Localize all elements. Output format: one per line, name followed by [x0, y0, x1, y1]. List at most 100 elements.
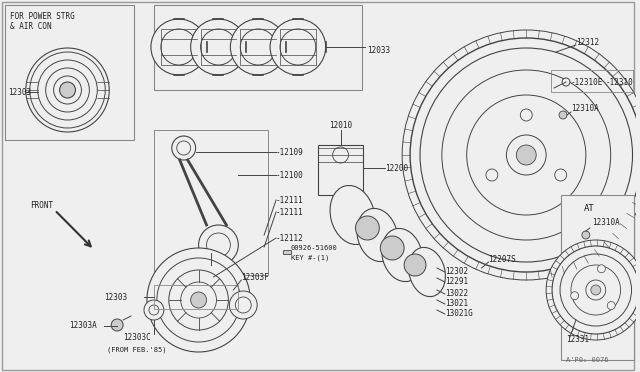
- Text: 12303A: 12303A: [70, 321, 97, 330]
- Text: 12010: 12010: [329, 121, 352, 129]
- Bar: [240, 29, 276, 65]
- Circle shape: [506, 135, 546, 175]
- Circle shape: [582, 231, 590, 239]
- Bar: [551, 70, 632, 92]
- Circle shape: [270, 19, 326, 75]
- Circle shape: [546, 240, 640, 340]
- Text: FRONT: FRONT: [30, 201, 53, 209]
- Bar: [561, 195, 634, 360]
- Text: 12303C: 12303C: [123, 334, 151, 343]
- Text: KEY #-(1): KEY #-(1): [291, 255, 329, 261]
- Circle shape: [607, 302, 615, 310]
- Circle shape: [410, 38, 640, 272]
- Text: 12200: 12200: [385, 164, 408, 173]
- Circle shape: [172, 136, 196, 160]
- Text: 12033: 12033: [367, 45, 390, 55]
- Bar: [317, 145, 364, 195]
- Circle shape: [191, 292, 207, 308]
- Circle shape: [169, 270, 228, 330]
- Bar: [154, 130, 268, 275]
- Text: 13022: 13022: [445, 289, 468, 298]
- Text: 12302: 12302: [445, 267, 468, 276]
- Circle shape: [204, 272, 214, 282]
- Circle shape: [420, 48, 632, 262]
- Circle shape: [240, 29, 276, 65]
- Circle shape: [60, 82, 76, 98]
- Bar: [161, 29, 196, 65]
- Text: -12310E: -12310E: [571, 77, 604, 87]
- Circle shape: [355, 216, 380, 240]
- Text: -12100: -12100: [276, 170, 304, 180]
- Circle shape: [520, 109, 532, 121]
- Circle shape: [404, 254, 426, 276]
- Circle shape: [562, 78, 570, 86]
- Text: 12331: 12331: [566, 336, 589, 344]
- Bar: [154, 285, 238, 309]
- Circle shape: [402, 30, 640, 280]
- Text: 00926-51600: 00926-51600: [291, 245, 338, 251]
- Bar: [5, 5, 134, 140]
- Text: -12111: -12111: [276, 196, 304, 205]
- Circle shape: [560, 254, 632, 326]
- Text: 12310A: 12310A: [571, 103, 598, 112]
- Text: -12112: -12112: [276, 234, 304, 243]
- Circle shape: [161, 29, 196, 65]
- Text: 12303F: 12303F: [241, 273, 269, 282]
- Circle shape: [26, 48, 109, 132]
- Circle shape: [207, 233, 230, 257]
- Circle shape: [236, 297, 252, 313]
- Circle shape: [54, 76, 81, 104]
- Text: 12303: 12303: [8, 87, 31, 96]
- Circle shape: [200, 29, 236, 65]
- Text: AT: AT: [584, 203, 595, 212]
- Circle shape: [144, 300, 164, 320]
- Ellipse shape: [408, 247, 445, 296]
- Circle shape: [198, 225, 238, 265]
- Circle shape: [111, 319, 123, 331]
- Circle shape: [191, 19, 246, 75]
- Circle shape: [586, 280, 605, 300]
- Text: 12207S: 12207S: [488, 256, 516, 264]
- Text: (FROM FEB.'85): (FROM FEB.'85): [108, 347, 167, 353]
- Text: 12312: 12312: [576, 38, 599, 46]
- Circle shape: [147, 248, 250, 352]
- Text: 12291: 12291: [445, 278, 468, 286]
- Circle shape: [149, 305, 159, 315]
- Circle shape: [38, 60, 97, 120]
- Text: & AIR CON: & AIR CON: [10, 22, 52, 31]
- Ellipse shape: [381, 228, 422, 282]
- Text: 12303: 12303: [104, 292, 127, 301]
- Circle shape: [207, 262, 214, 268]
- Circle shape: [280, 29, 316, 65]
- Bar: [283, 250, 291, 254]
- Circle shape: [559, 111, 567, 119]
- Circle shape: [157, 258, 240, 342]
- Circle shape: [591, 285, 601, 295]
- Circle shape: [177, 141, 191, 155]
- Circle shape: [151, 19, 207, 75]
- Circle shape: [571, 292, 579, 300]
- Circle shape: [598, 265, 605, 273]
- Circle shape: [45, 68, 90, 112]
- Circle shape: [333, 147, 349, 163]
- Circle shape: [552, 246, 639, 334]
- Bar: [280, 29, 316, 65]
- Circle shape: [442, 70, 611, 240]
- Circle shape: [571, 265, 621, 315]
- Ellipse shape: [357, 208, 397, 262]
- Text: 13021: 13021: [445, 299, 468, 308]
- Text: -12109: -12109: [276, 148, 304, 157]
- Circle shape: [180, 282, 216, 318]
- Text: 12310A: 12310A: [592, 218, 620, 227]
- Circle shape: [380, 236, 404, 260]
- Text: A'P0₁ 0076: A'P0₁ 0076: [566, 357, 609, 363]
- Circle shape: [555, 169, 566, 181]
- Circle shape: [30, 52, 105, 128]
- Text: FOR POWER STRG: FOR POWER STRG: [10, 12, 75, 20]
- Circle shape: [486, 169, 498, 181]
- Text: -12310: -12310: [605, 77, 634, 87]
- Bar: [154, 5, 362, 90]
- Bar: [200, 29, 236, 65]
- Circle shape: [467, 95, 586, 215]
- Circle shape: [230, 19, 286, 75]
